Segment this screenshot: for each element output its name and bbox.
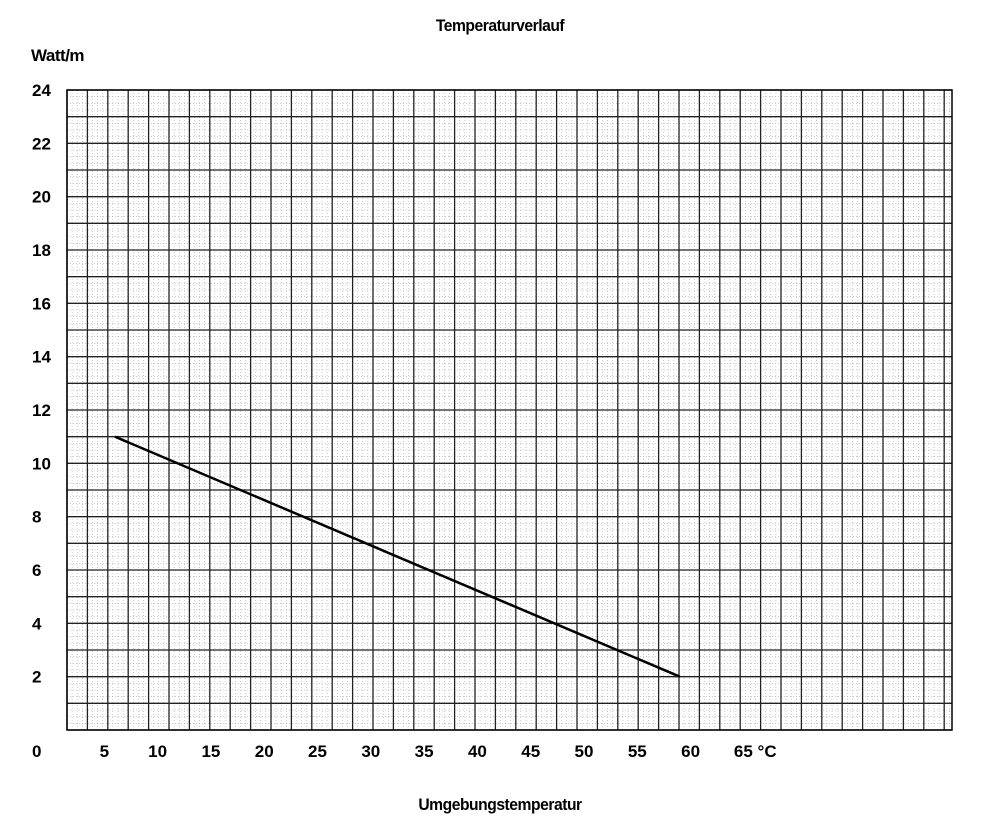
plot-border <box>66 89 953 731</box>
x-tick-label: 15 <box>201 742 220 761</box>
y-tick-label: 14 <box>32 348 51 367</box>
x-tick-label: 45 <box>521 742 540 761</box>
grid-major <box>66 89 953 731</box>
y-tick-label: 16 <box>32 294 51 313</box>
y-tick-label: 10 <box>32 454 51 473</box>
x-tick-label: 30 <box>361 742 380 761</box>
x-tick-label: 20 <box>255 742 274 761</box>
x-axis-label: Umgebungstemperatur <box>418 795 582 814</box>
y-tick-label: 8 <box>32 508 41 527</box>
y-axis-label: Watt/m <box>31 46 85 65</box>
x-tick-label: 55 <box>628 742 647 761</box>
y-tick-label: 18 <box>32 241 51 260</box>
x-tick-label: 25 <box>308 742 327 761</box>
series-line <box>114 435 681 678</box>
x-tick-label: 35 <box>415 742 434 761</box>
y-tick-label: 0 <box>32 742 41 761</box>
y-tick-label: 24 <box>32 81 51 100</box>
y-tick-label: 4 <box>32 614 42 633</box>
chart-title: Temperaturverlauf <box>435 16 565 35</box>
series-layer <box>114 435 681 678</box>
x-tick-labels: 5 10 15 20 25 30 35 40 45 50 55 60 65 °C <box>100 742 777 761</box>
x-tick-label: 10 <box>148 742 167 761</box>
x-tick-label: 50 <box>575 742 594 761</box>
y-tick-label: 22 <box>32 134 51 153</box>
x-tick-label: 65 °C <box>734 742 777 761</box>
y-tick-label: 2 <box>32 668 41 687</box>
y-tick-label: 6 <box>32 561 41 580</box>
y-tick-label: 12 <box>32 401 51 420</box>
x-tick-label: 60 <box>681 742 700 761</box>
x-tick-label: 40 <box>468 742 487 761</box>
x-tick-label: 5 <box>100 742 109 761</box>
y-tick-label: 20 <box>32 188 51 207</box>
